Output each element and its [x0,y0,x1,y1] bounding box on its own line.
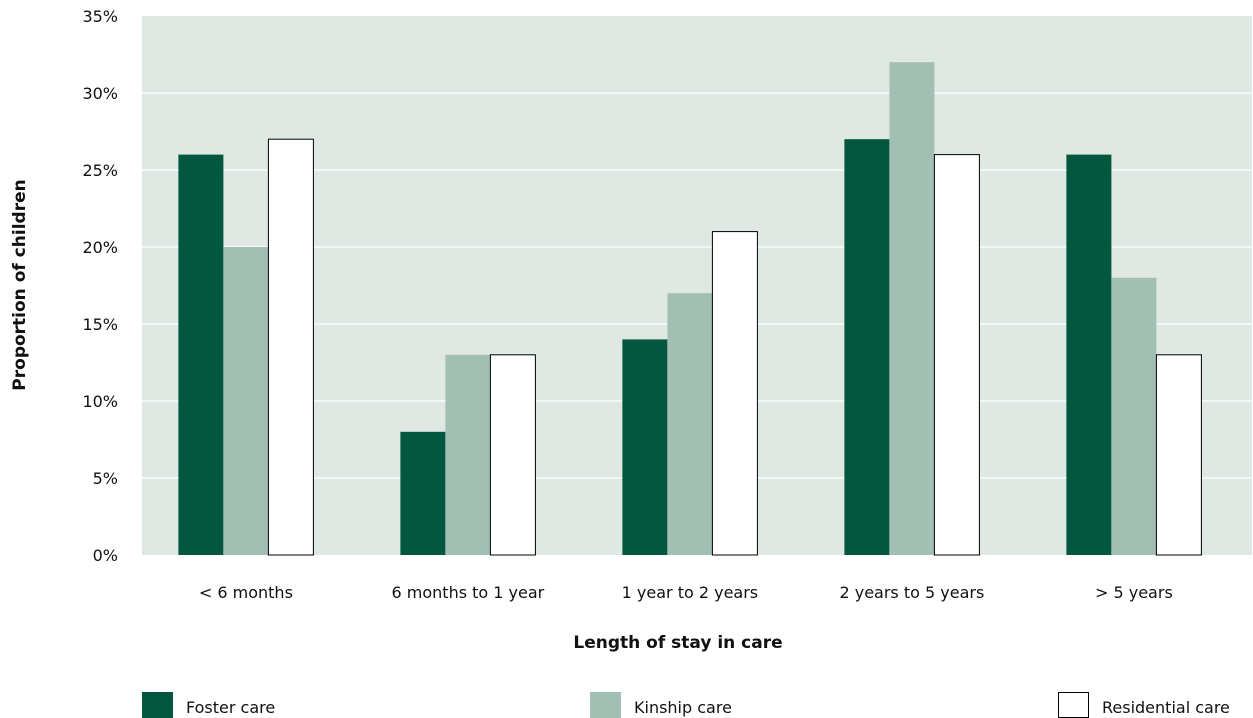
bar [445,354,491,555]
bar [844,139,890,555]
y-tick-label: 0% [93,546,118,565]
legend-swatch [1058,692,1089,718]
legend-label: Kinship care [634,698,732,717]
y-tick-label: 35% [82,7,118,26]
bar [178,154,224,555]
legend-swatch [590,692,621,718]
bar [933,154,980,556]
y-axis-ticks: 0% 5% 10% 15% 20% 25% 30% 35% [82,7,118,565]
x-tick-label: < 6 months [199,583,293,602]
y-tick-label: 10% [82,392,118,411]
bar [711,231,758,556]
legend-label: Foster care [186,698,275,717]
x-tick-label: 6 months to 1 year [392,583,545,602]
x-axis-ticks: < 6 months 6 months to 1 year 1 year to 2 … [199,583,1173,602]
bars [178,62,1202,556]
bar [223,247,269,555]
y-tick-label: 20% [82,238,118,257]
x-tick-label: 2 years to 5 years [839,583,984,602]
bar [400,431,446,555]
y-tick-label: 30% [82,84,118,103]
x-axis-title: Length of stay in care [573,633,782,653]
y-tick-label: 25% [82,161,118,180]
legend: Foster care Kinship care Residential care [142,692,1230,718]
y-axis-title: Proportion of children [10,179,30,390]
x-tick-label: 1 year to 2 years [622,583,759,602]
legend-swatch [142,692,173,718]
legend-label: Residential care [1102,698,1230,717]
bar [1066,154,1112,555]
x-tick-label: > 5 years [1095,583,1173,602]
bar [622,339,668,555]
bar [267,138,314,556]
bar [1111,277,1157,555]
y-tick-label: 5% [93,469,118,488]
bar [667,293,713,555]
bar [489,354,536,556]
bar [1155,354,1202,556]
y-tick-label: 15% [82,315,118,334]
bar [889,62,935,555]
